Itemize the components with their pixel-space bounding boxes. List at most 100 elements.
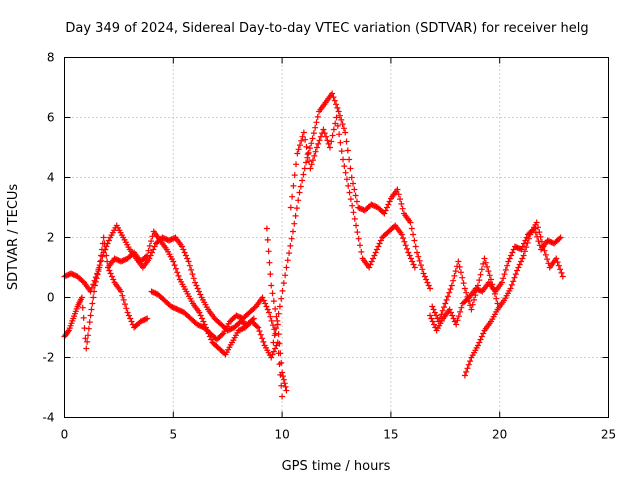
data-point <box>457 308 464 315</box>
data-point <box>287 242 294 249</box>
data-point <box>342 129 349 136</box>
data-point <box>410 231 417 238</box>
data-point <box>272 345 279 352</box>
data-point <box>491 290 498 297</box>
data-point <box>540 243 547 250</box>
data-point <box>308 161 315 168</box>
data-point <box>435 318 442 325</box>
y-tick-label: 8 <box>47 51 55 65</box>
data-point <box>270 298 277 305</box>
data-point <box>554 259 561 266</box>
data-point <box>100 234 107 241</box>
data-point <box>259 294 266 301</box>
data-point <box>331 97 338 104</box>
data-point <box>259 335 266 342</box>
data-point <box>446 306 453 313</box>
data-point <box>118 288 125 295</box>
data-point <box>541 247 548 254</box>
data-point <box>180 246 187 253</box>
data-point <box>534 224 541 231</box>
data-point <box>289 193 296 200</box>
data-point <box>92 278 99 285</box>
data-point <box>448 282 455 289</box>
data-point <box>383 204 390 211</box>
data-point <box>333 101 340 108</box>
data-point <box>487 276 494 283</box>
data-point <box>336 131 343 138</box>
data-point <box>381 210 388 217</box>
data-point <box>371 252 378 259</box>
data-point <box>283 264 290 271</box>
data-point <box>489 281 496 288</box>
data-point <box>300 171 307 178</box>
data-point <box>405 249 412 256</box>
data-point <box>271 332 278 339</box>
data-point <box>401 238 408 245</box>
data-point <box>469 301 476 308</box>
data-point <box>463 289 470 296</box>
data-point <box>523 244 530 251</box>
data-point <box>257 331 264 338</box>
data-point <box>86 319 93 326</box>
data-point <box>507 285 514 292</box>
data-point <box>313 144 320 151</box>
data-point <box>281 380 288 387</box>
data-point <box>437 314 444 321</box>
data-point <box>103 252 110 259</box>
data-point <box>486 272 493 279</box>
data-point <box>399 205 406 212</box>
data-point <box>255 324 262 331</box>
data-point <box>449 312 456 319</box>
data-point <box>370 255 377 262</box>
data-point <box>291 220 298 227</box>
y-tick-labels: -4 -2 0 2 4 6 8 <box>43 51 55 425</box>
data-point <box>460 280 467 287</box>
data-point <box>397 196 404 203</box>
data-point <box>299 133 306 140</box>
data-point <box>302 136 309 143</box>
data-point <box>78 294 85 301</box>
data-point <box>344 147 351 154</box>
data-point <box>353 198 360 205</box>
data-point <box>472 292 479 299</box>
data-point <box>494 300 501 307</box>
data-point <box>80 314 87 321</box>
data-point <box>459 274 466 281</box>
data-point <box>123 305 130 312</box>
data-point <box>342 169 349 176</box>
data-point <box>346 156 353 163</box>
data-point <box>260 297 267 304</box>
data-point <box>429 303 436 310</box>
data-point <box>525 235 532 242</box>
data-point <box>557 234 564 241</box>
chart-title: Day 349 of 2024, Sidereal Day-to-day VTE… <box>65 21 588 36</box>
data-point <box>282 272 289 279</box>
data-point <box>368 258 375 265</box>
data-point <box>515 264 522 271</box>
data-point <box>190 275 197 282</box>
data-point <box>406 252 413 259</box>
data-point <box>291 172 298 179</box>
data-point <box>404 245 411 252</box>
data-point <box>420 270 427 277</box>
data-point <box>477 271 484 278</box>
data-point <box>464 293 471 300</box>
data-point <box>471 296 478 303</box>
data-point <box>119 292 126 299</box>
data-point <box>311 152 318 159</box>
y-axis-title: SDTVAR / TECUs <box>6 184 21 291</box>
data-point <box>480 330 487 337</box>
data-point <box>450 277 457 284</box>
data-point <box>184 255 191 262</box>
data-point <box>430 306 437 313</box>
data-point <box>188 266 195 273</box>
data-point <box>386 198 393 205</box>
data-point <box>88 306 95 313</box>
data-point <box>366 264 373 271</box>
data-point <box>94 271 101 278</box>
data-point <box>263 225 270 232</box>
data-point <box>299 177 306 184</box>
data-point <box>447 286 454 293</box>
data-point <box>481 255 488 262</box>
